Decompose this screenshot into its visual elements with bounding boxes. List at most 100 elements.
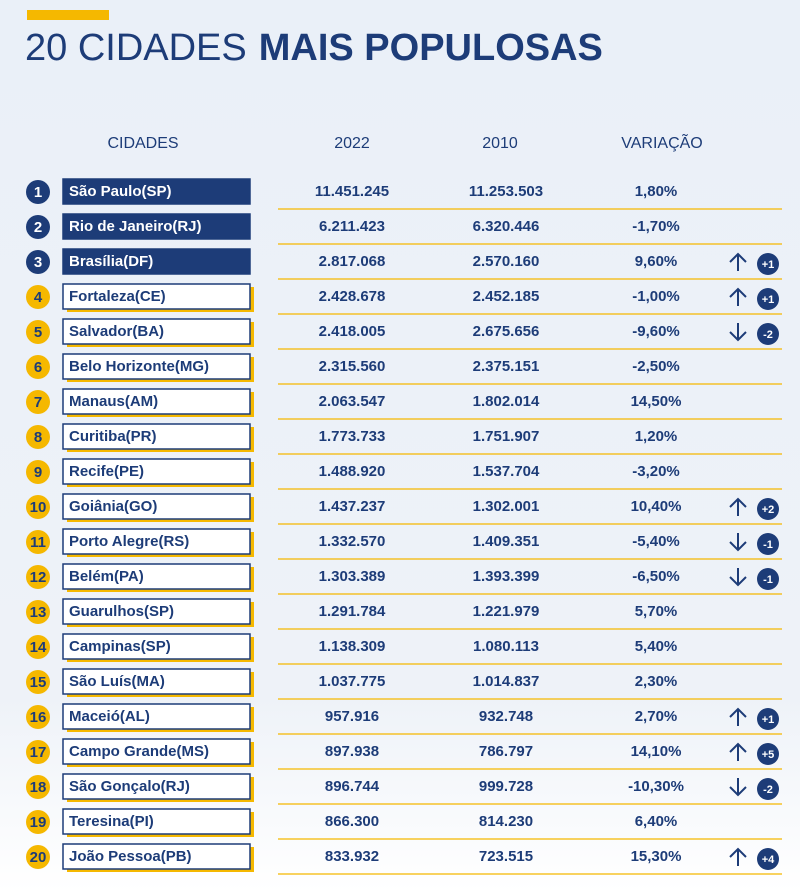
population-2010: 2.375.151 [473,358,540,375]
population-2022: 1.488.920 [319,463,386,480]
arrow-up [729,252,747,271]
rank-badge [26,390,50,414]
variation: 15,30% [631,848,682,865]
change-badge [757,498,779,520]
rank: 18 [30,779,47,796]
variation: 6,40% [635,813,678,830]
city-name: Fortaleza(CE) [69,288,166,305]
rank-badge [26,845,50,869]
population-2010: 1.014.837 [473,673,540,690]
variation: 1,20% [635,428,678,445]
population-2010: 11.253.503 [469,183,543,200]
rank-badge [26,775,50,799]
population-2010: 723.515 [479,848,533,865]
rank: 10 [30,499,47,516]
arrow-down [729,778,747,797]
city-box [62,843,251,870]
city-box [62,353,251,380]
change-badge [757,568,779,590]
city-name: João Pessoa(PB) [69,848,192,865]
rank-change: +4 [762,854,775,866]
population-2022: 11.451.245 [315,183,389,200]
arrow-down [729,533,747,552]
city-name: Rio de Janeiro(RJ) [69,218,202,235]
rank: 11 [30,534,46,551]
rank-badge [26,320,50,344]
city-box [62,773,251,800]
rank-badge [26,565,50,589]
rank: 9 [34,464,42,481]
rank-change: +5 [762,749,775,761]
population-2022: 1.037.775 [319,673,386,690]
change-badge [757,743,779,765]
title-bold: MAIS POPULOSAS [259,27,603,69]
variation: -6,50% [632,568,680,585]
variation: -9,60% [632,323,680,340]
population-2010: 6.320.446 [473,218,540,235]
arrow-up [729,847,747,866]
population-2010: 2.570.160 [473,253,540,270]
rank-badge [26,215,50,239]
variation: -2,50% [632,358,680,375]
city-name: Campo Grande(MS) [69,743,209,760]
rank-change: +1 [762,714,775,726]
rank: 4 [34,289,43,306]
city-name: Belém(PA) [69,568,144,585]
population-2010: 1.802.014 [473,393,540,410]
change-badge [757,288,779,310]
column-header: 2010 [482,135,518,152]
population-2022: 896.744 [325,778,380,795]
population-2022: 2.817.068 [319,253,386,270]
rank-badge [26,600,50,624]
rank-badge [26,705,50,729]
variation: 10,40% [631,498,682,515]
city-name: Manaus(AM) [69,393,158,410]
population-2010: 999.728 [479,778,533,795]
city-box [62,633,251,660]
rank: 12 [30,569,47,586]
city-name: Goiânia(GO) [69,498,157,515]
arrow-down [729,323,747,342]
variation: -5,40% [632,533,680,550]
rank-change: -2 [763,784,773,796]
city-box [62,703,251,730]
variation: -10,30% [628,778,684,795]
change-badge [757,323,779,345]
population-2010: 932.748 [479,708,533,725]
city-box [62,458,251,485]
rank: 2 [34,219,42,236]
rank: 16 [30,709,47,726]
city-box [62,808,251,835]
variation: -1,00% [632,288,680,305]
change-badge [757,533,779,555]
change-badge [757,253,779,275]
rank: 3 [34,254,42,271]
rank: 15 [30,674,47,691]
rank-badge [26,495,50,519]
population-2010: 2.452.185 [473,288,540,305]
city-box [62,423,251,450]
city-name: Campinas(SP) [69,638,171,655]
rank-badge [26,180,50,204]
city-name: Teresina(PI) [69,813,154,830]
column-header: 2022 [334,135,370,152]
population-2022: 2.428.678 [319,288,386,305]
city-name: Guarulhos(SP) [69,603,174,620]
population-2010: 1.393.399 [473,568,540,585]
rank: 8 [34,429,42,446]
rank-badge [26,425,50,449]
variation: 1,80% [635,183,678,200]
arrow-up [729,497,747,516]
population-2010: 1.409.351 [473,533,540,550]
city-name: Maceió(AL) [69,708,150,725]
rank: 19 [30,814,47,831]
change-badge [757,778,779,800]
rank-change: -1 [763,539,773,551]
variation: -1,70% [632,218,680,235]
city-box [62,178,251,205]
population-2022: 957.916 [325,708,379,725]
population-2022: 1.138.309 [319,638,386,655]
column-header: VARIAÇÃO [621,132,703,152]
population-2010: 1.751.907 [473,428,540,445]
rank: 20 [30,849,47,866]
